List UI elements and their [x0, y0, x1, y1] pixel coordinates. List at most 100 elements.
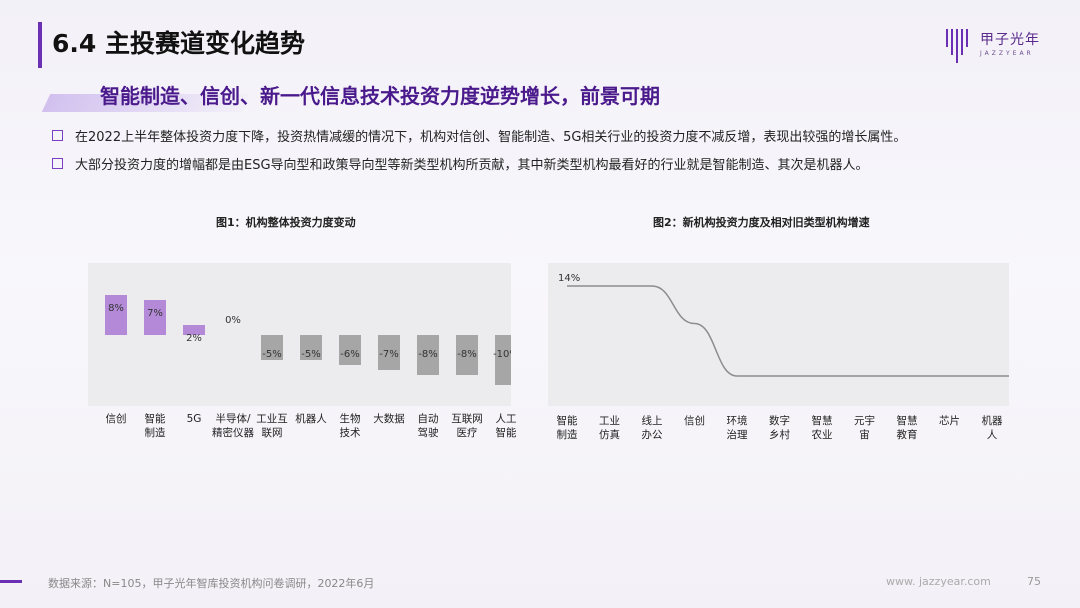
bar-value-label: -8% — [457, 349, 476, 360]
logo-mark-icon — [946, 29, 968, 63]
bar — [456, 335, 478, 375]
category-tick-label: 工业 仿真 — [588, 414, 632, 442]
category-tick-label: 生物 技术 — [328, 412, 372, 440]
bullet-text: 大部分投资力度的增幅都是由ESG导向型和政策导向型等新类型机构所贡献，其中新类型… — [75, 158, 869, 173]
category-tick-line: 机器 — [981, 415, 1003, 427]
category-tick-line: 智能 — [144, 413, 166, 425]
category-tick-label: 机器人 — [970, 414, 1014, 442]
category-tick-label: 智能 制造 — [133, 412, 177, 440]
bar-value-label: -10% — [493, 349, 511, 360]
category-tick-label: 大数据 — [367, 412, 411, 426]
category-tick-line: 半导体/ — [215, 413, 251, 425]
category-tick-line: 人 — [986, 429, 998, 441]
bar-value-label: 7% — [147, 308, 163, 319]
category-tick-line: 医疗 — [456, 427, 478, 439]
category-tick-line: 互联网 — [451, 413, 483, 425]
category-tick-label: 人工 智能 — [484, 412, 528, 440]
logo-name: 甲子光年 — [980, 32, 1040, 48]
subtitle: 智能制造、信创、新一代信息技术投资力度逆势增长，前景可期 — [100, 84, 660, 108]
category-tick-line: 精密仪器 — [212, 427, 254, 439]
category-tick-line: 驾驶 — [417, 427, 439, 439]
bullet-item: 在2022上半年整体投资力度下降，投资热情减缓的情况下，机构对信创、智能制造、5… — [52, 128, 906, 148]
category-tick-line: 技术 — [339, 427, 361, 439]
category-tick-line: 办公 — [641, 429, 663, 441]
category-tick-line: 工业 — [599, 415, 620, 427]
category-tick-line: 环境 — [726, 415, 748, 427]
bar-value-label: -5% — [301, 349, 320, 360]
category-tick-line: 农业 — [811, 429, 833, 441]
category-tick-label: 元宇宙 — [843, 414, 887, 442]
chart1-plot: 8% 7% 2% 0% -5% -5% -6% -7% -8% -8% -10% — [105, 295, 519, 385]
category-tick-line: 工业互 — [256, 413, 288, 425]
category-tick-line: 5G — [186, 413, 202, 425]
page-title: 6.4 主投赛道变化趋势 — [52, 29, 305, 58]
bar-value-label: 0% — [225, 315, 241, 326]
category-tick-label: 自动 驾驶 — [406, 412, 450, 440]
category-tick-label: 半导体/精密仪器 — [211, 412, 255, 440]
title-accent-bar — [38, 22, 42, 68]
category-tick-line: 智能 — [556, 415, 578, 427]
bar — [339, 335, 361, 365]
category-tick-line: 人工 — [495, 413, 517, 425]
bar — [417, 335, 439, 375]
category-tick-label: 机器人 — [289, 412, 333, 426]
category-tick-line: 智慧 — [811, 415, 833, 427]
bar-value-label: -5% — [262, 349, 281, 360]
category-tick-line: 大数据 — [373, 413, 405, 425]
chart2-title: 图2：新机构投资力度及相对旧类型机构增速 — [653, 216, 870, 229]
bar-value-label: -8% — [418, 349, 437, 360]
footer-accent-line — [0, 580, 22, 583]
category-tick-line: 治理 — [726, 429, 748, 441]
bar — [261, 335, 283, 360]
category-tick-line: 仿真 — [599, 429, 620, 441]
bar — [144, 300, 166, 335]
category-tick-line: 智慧 — [896, 415, 918, 427]
category-tick-line: 生物 — [339, 413, 361, 425]
bullet-square-icon — [52, 130, 63, 141]
bar-value-label: 8% — [108, 303, 124, 314]
category-tick-label: 智慧 教育 — [885, 414, 929, 442]
category-tick-label: 芯片 — [928, 414, 972, 428]
category-tick-line: 信创 — [684, 415, 705, 427]
bullet-text: 在2022上半年整体投资力度下降，投资热情减缓的情况下，机构对信创、智能制造、5… — [75, 130, 907, 145]
category-tick-line: 芯片 — [939, 415, 960, 427]
category-tick-line: 自动 — [417, 413, 439, 425]
category-tick-line: 联网 — [261, 427, 283, 439]
category-tick-label: 智能 制造 — [545, 414, 589, 442]
bullet-square-icon — [52, 158, 63, 169]
bar — [183, 325, 205, 335]
bar-value-label: -6% — [340, 349, 359, 360]
bar — [495, 335, 517, 385]
chart2-plot: 14% — [558, 273, 1017, 377]
data-source: 数据来源：N=105，甲子光年智库投资机构问卷调研，2022年6月 — [48, 577, 375, 590]
data-point-label: 14% — [558, 273, 580, 284]
category-tick-label: 数字 乡村 — [758, 414, 802, 442]
category-tick-line: 信创 — [105, 413, 127, 425]
category-tick-label: 环境 治理 — [715, 414, 759, 442]
category-tick-label: 互联网 医疗 — [445, 412, 489, 440]
brand-logo: 甲子光年 JAZZYEAR — [944, 25, 1044, 65]
chart2-panel: 14% — [548, 263, 1017, 406]
site-link[interactable]: www. jazzyear.com — [886, 575, 991, 588]
chart1-panel: 8% 7% 2% 0% -5% -5% -6% -7% -8% -8% -10% — [88, 263, 519, 406]
series-line — [567, 285, 1017, 377]
logo-sub: JAZZYEAR — [980, 50, 1034, 57]
category-tick-line: 智能 — [495, 427, 517, 439]
bar — [378, 335, 400, 370]
category-tick-label: 信创 — [94, 412, 138, 426]
category-tick-line: 教育 — [896, 429, 918, 441]
page-number: 75 — [1027, 575, 1041, 588]
category-tick-label: 5G — [172, 412, 216, 426]
category-tick-line: 宙 — [859, 429, 870, 441]
category-tick-label: 信创 — [673, 414, 717, 428]
category-tick-line: 数字 — [769, 415, 790, 427]
bullet-item: 大部分投资力度的增幅都是由ESG导向型和政策导向型等新类型机构所贡献，其中新类型… — [52, 156, 869, 176]
category-tick-line: 机器人 — [295, 413, 327, 425]
category-tick-label: 工业互 联网 — [250, 412, 294, 440]
category-tick-line: 制造 — [144, 427, 166, 439]
chart1-title: 图1：机构整体投资力度变动 — [216, 216, 356, 229]
bar-value-label: -7% — [379, 349, 398, 360]
bar — [300, 335, 322, 360]
category-tick-line: 元宇 — [854, 415, 875, 427]
bar-value-label: 2% — [186, 333, 202, 344]
